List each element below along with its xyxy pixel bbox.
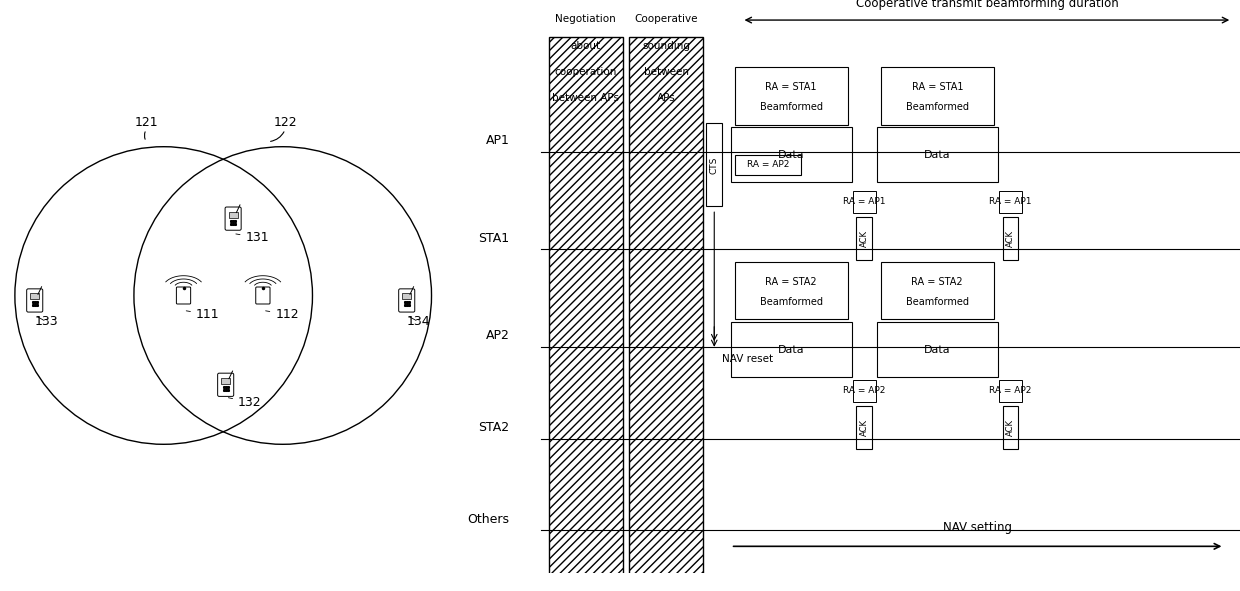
- Text: RA = AP1: RA = AP1: [843, 197, 885, 206]
- Text: Negotiation: Negotiation: [556, 14, 616, 24]
- Text: between: between: [644, 67, 688, 77]
- Text: about: about: [570, 41, 601, 51]
- Bar: [880, 67, 994, 125]
- Text: STA1: STA1: [479, 232, 510, 245]
- Text: NAV reset: NAV reset: [722, 354, 774, 364]
- Bar: [228, 212, 238, 217]
- FancyBboxPatch shape: [176, 287, 191, 304]
- Text: Data: Data: [924, 345, 951, 355]
- Bar: [857, 406, 872, 449]
- FancyBboxPatch shape: [255, 287, 270, 304]
- FancyBboxPatch shape: [218, 373, 233, 397]
- Text: Beamformed: Beamformed: [760, 297, 822, 307]
- Bar: [880, 262, 994, 320]
- Text: ACK: ACK: [1006, 419, 1014, 436]
- Text: 111: 111: [186, 308, 219, 321]
- FancyBboxPatch shape: [226, 207, 241, 230]
- Text: Data: Data: [924, 150, 951, 160]
- Text: 132: 132: [228, 395, 262, 408]
- Text: RA = STA2: RA = STA2: [765, 277, 817, 287]
- Text: STA2: STA2: [479, 421, 510, 434]
- Text: Others: Others: [467, 512, 510, 525]
- Text: RA = AP1: RA = AP1: [990, 197, 1032, 206]
- Text: CTS: CTS: [709, 156, 719, 174]
- Text: Data: Data: [777, 150, 805, 160]
- Text: NAV setting: NAV setting: [942, 521, 1012, 534]
- Text: ACK: ACK: [859, 230, 869, 247]
- Text: ACK: ACK: [859, 419, 869, 436]
- Text: RA = STA2: RA = STA2: [911, 277, 963, 287]
- Text: AP1: AP1: [486, 134, 510, 147]
- Bar: [30, 293, 40, 300]
- Bar: [730, 322, 852, 377]
- Bar: [857, 217, 872, 260]
- Text: 112: 112: [265, 308, 299, 321]
- Text: between APs: between APs: [552, 93, 619, 103]
- Bar: [734, 262, 848, 320]
- Bar: [853, 380, 875, 402]
- Text: Beamformed: Beamformed: [905, 297, 968, 307]
- Text: 134: 134: [407, 315, 430, 328]
- FancyBboxPatch shape: [27, 289, 42, 312]
- Bar: [877, 128, 998, 182]
- Text: Beamformed: Beamformed: [760, 102, 822, 112]
- Bar: [1002, 217, 1018, 260]
- Text: APs: APs: [657, 93, 676, 103]
- Text: RA = STA1: RA = STA1: [765, 82, 817, 92]
- Bar: [998, 191, 1022, 213]
- Bar: [998, 380, 1022, 402]
- Text: 121: 121: [134, 116, 159, 129]
- Text: RA = AP2: RA = AP2: [990, 387, 1032, 395]
- Bar: [548, 37, 622, 579]
- Text: 122: 122: [273, 116, 298, 129]
- Bar: [734, 155, 801, 175]
- Text: Cooperative: Cooperative: [635, 14, 698, 24]
- Text: 133: 133: [35, 315, 58, 328]
- Text: Data: Data: [777, 345, 805, 355]
- Bar: [221, 378, 231, 384]
- Bar: [1002, 406, 1018, 449]
- Text: AP2: AP2: [486, 329, 510, 342]
- Bar: [734, 67, 848, 125]
- FancyBboxPatch shape: [399, 289, 414, 312]
- Text: Cooperative transmit beamforming duration: Cooperative transmit beamforming duratio…: [856, 0, 1118, 9]
- Bar: [730, 128, 852, 182]
- Text: sounding: sounding: [642, 41, 691, 51]
- Bar: [707, 124, 722, 206]
- Text: Beamformed: Beamformed: [905, 102, 968, 112]
- Bar: [853, 191, 875, 213]
- Text: RA = STA1: RA = STA1: [911, 82, 963, 92]
- Text: cooperation: cooperation: [554, 67, 618, 77]
- Bar: [877, 322, 998, 377]
- Text: RA = AP2: RA = AP2: [746, 160, 789, 169]
- Text: 131: 131: [236, 231, 269, 244]
- Text: RA = AP2: RA = AP2: [843, 387, 885, 395]
- Text: ACK: ACK: [1006, 230, 1014, 247]
- Bar: [402, 293, 412, 300]
- Bar: [629, 37, 703, 579]
